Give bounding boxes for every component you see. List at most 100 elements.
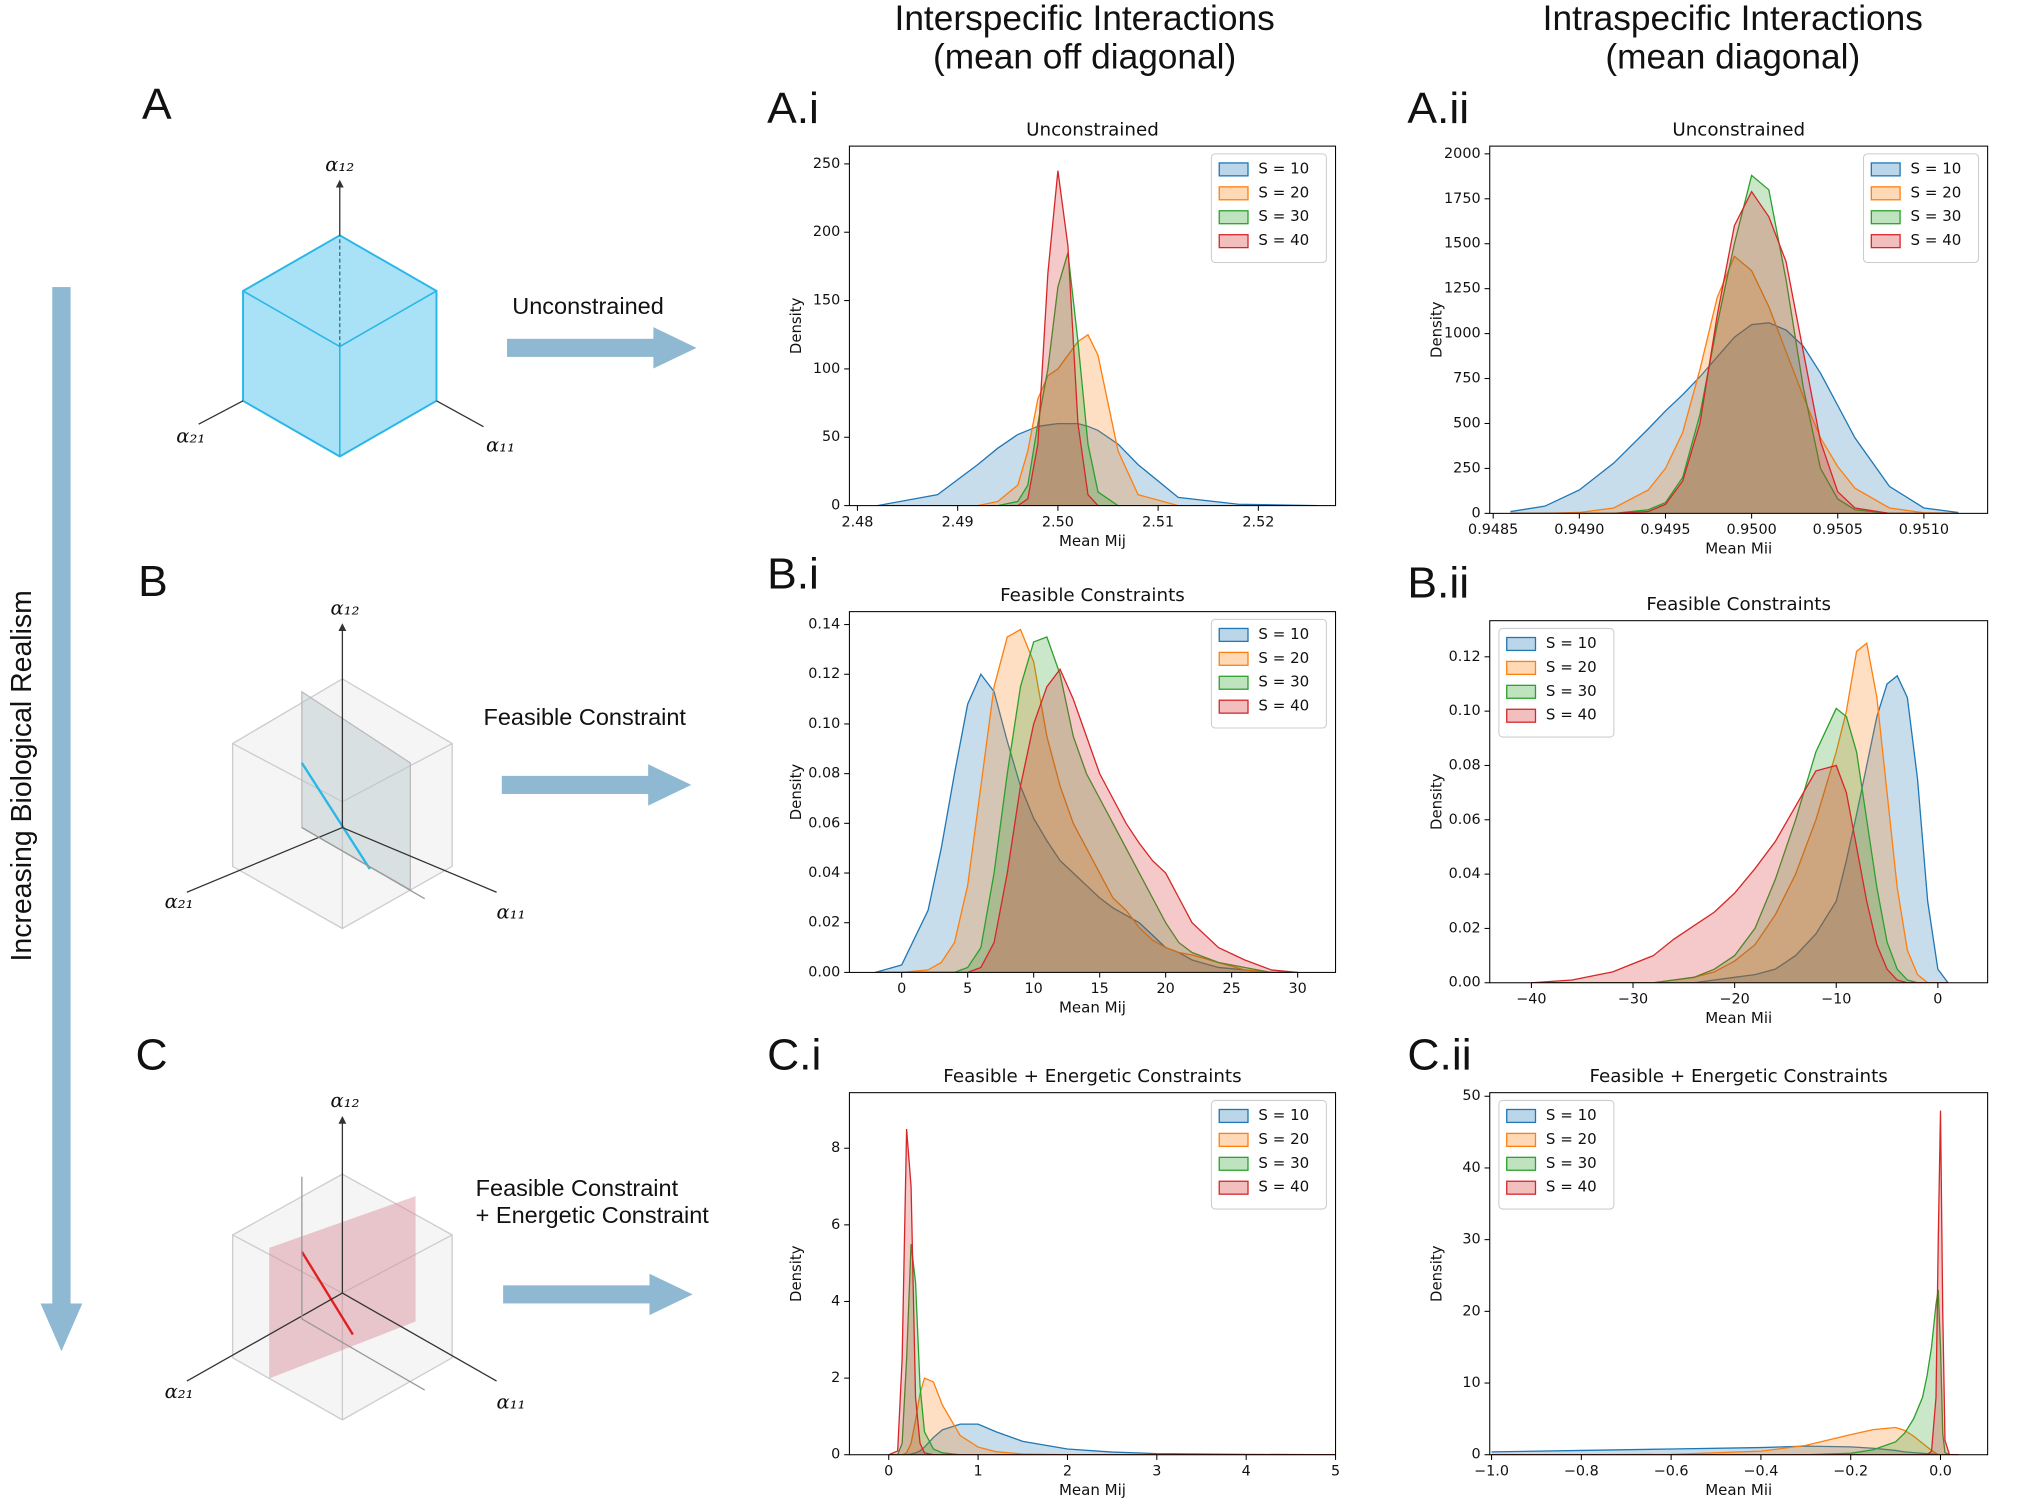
column-subheading: (mean off diagonal) [933,38,1236,77]
y-tick-label: 40 [1462,1160,1480,1176]
x-tick-label: 0 [1933,992,1942,1008]
kde-fill [875,674,1298,973]
chart: B.ii Feasible Constraints Mean Mii Density −… [1407,559,1989,1027]
x-tick-label: 0 [897,981,906,997]
x-tick-label: 0.9510 [1899,522,1949,538]
legend-label: S = 20 [1911,183,1962,201]
chart: A.i Unconstrained Mean Mij Density 2.48 2.49 2… [767,84,1337,550]
x-tick-label: 2.51 [1142,514,1174,530]
y-tick-label: 1500 [1444,236,1481,252]
kde-fill [1491,1427,1959,1455]
legend-label: S = 10 [1258,1106,1309,1124]
kde-line [1491,1426,1959,1455]
legend-swatch [1870,210,1901,225]
x-tick-label: 0 [884,1464,893,1480]
y-tick-label: 0.12 [808,666,840,682]
kde-fill [1510,175,1959,514]
legend-label: S = 40 [1911,231,1962,249]
kde-fill [1531,643,1949,983]
legend-swatch [1218,627,1249,643]
panel-label: C [136,1031,168,1080]
legend-label: S = 10 [1546,1106,1597,1124]
x-tick-label: 15 [1091,981,1109,997]
legend: S = 10 S = 20 S = 30 S = 40 [1210,153,1327,264]
column-heading: Intraspecific Interactions [1543,0,1923,38]
legend-swatch [1506,1156,1537,1171]
legend-swatch [1506,660,1537,675]
x-axis-label: Mean Mii [1705,1481,1772,1499]
y-tick-label: 4 [831,1294,840,1310]
y-axis-label: Density [1427,773,1445,830]
kde-fill [888,1424,1336,1455]
plot-frame [848,1092,1337,1456]
kde-line [1510,322,1959,514]
chart: A.ii Unconstrained Mean Mii Density 0.9485 0.… [1407,84,1989,558]
axis-label: α₂₁ [165,890,194,913]
x-tick-label: −20 [1719,992,1749,1008]
plot-frame [848,611,1337,973]
kde-fill [1510,322,1959,514]
legend-swatch [1218,210,1249,225]
legend-swatch [1218,1108,1249,1124]
chart-title: Feasible + Energetic Constraints [1590,1066,1888,1087]
y-tick-label: 0.12 [1449,649,1481,665]
kde-line [875,636,1298,973]
y-axis-label: Density [787,297,805,354]
cube-c [186,1115,497,1421]
kde-fill [875,629,1298,973]
x-tick-label: 0.9505 [1813,522,1863,538]
x-tick-label: −0.2 [1833,1464,1868,1480]
y-tick-label: 0.10 [808,716,840,732]
kde-line [877,333,1319,506]
legend-label: S = 30 [1546,1154,1597,1172]
legend-label: S = 30 [1911,207,1962,225]
kde-line [1531,674,1949,983]
legend-label: S = 10 [1258,625,1309,643]
legend-label: S = 40 [1258,1178,1309,1196]
kde-line [888,1243,1336,1455]
x-tick-label: −40 [1516,992,1546,1008]
legend-label: S = 10 [1911,159,1962,177]
x-tick-label: −1.0 [1474,1464,1509,1480]
legend: S = 10 S = 20 S = 30 S = 40 [1498,1099,1615,1210]
legend-swatch [1506,708,1537,723]
y-tick-label: 0.02 [1449,920,1481,936]
x-tick-label: 2.48 [841,514,873,530]
y-tick-label: 0.00 [808,964,840,980]
legend-swatch [1506,1132,1537,1147]
y-tick-label: 1250 [1444,281,1481,297]
chart: C.i Feasible + Energetic Constraints Mean … [767,1031,1340,1499]
x-tick-label: −30 [1618,992,1648,1008]
legend-label: S = 10 [1546,634,1597,652]
x-tick-label: −0.4 [1743,1464,1778,1480]
y-tick-label: 1000 [1444,326,1481,342]
x-tick-label: 1 [974,1464,983,1480]
kde-line [875,628,1298,973]
cube-a [198,179,484,458]
y-tick-label: 0.06 [1449,812,1481,828]
cube-b [186,623,497,930]
y-tick-label: 1750 [1444,191,1481,207]
kde-fill [877,334,1319,506]
legend-label: S = 40 [1546,1178,1597,1196]
y-tick-label: 100 [813,361,840,377]
x-tick-label: 30 [1289,981,1307,997]
y-tick-label: 0.00 [1449,975,1481,991]
kde-line [1491,1110,1959,1455]
legend-swatch [1218,1180,1249,1195]
legend-swatch [1506,1180,1537,1195]
y-tick-label: 150 [813,293,840,309]
x-tick-label: 5 [1331,1464,1340,1480]
kde-line [888,1129,1336,1455]
kde-line [877,252,1319,506]
axis-label: α₁₁ [496,900,525,923]
kde-fill [1531,675,1949,983]
y-tick-label: 50 [1462,1088,1480,1104]
plot-frame [1489,620,1989,984]
y-tick-label: 0.08 [1449,758,1481,774]
legend-label: S = 40 [1258,697,1309,715]
kde-line [1531,707,1949,983]
x-tick-label: 20 [1157,981,1175,997]
legend-label: S = 30 [1258,673,1309,691]
axis-label: α₁₂ [331,1089,360,1112]
